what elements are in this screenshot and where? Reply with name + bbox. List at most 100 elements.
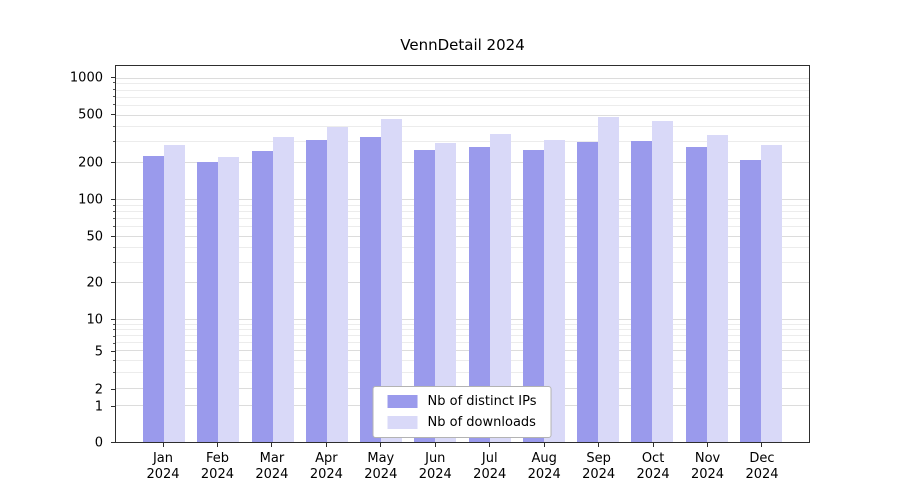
y-tick-mark bbox=[111, 350, 115, 352]
gridline-minor bbox=[116, 261, 809, 263]
gridline-minor bbox=[116, 226, 809, 228]
bar-distinct-ips bbox=[522, 149, 544, 442]
bar-group bbox=[360, 66, 403, 442]
y-tick-mark bbox=[111, 282, 115, 284]
gridline-minor bbox=[116, 247, 809, 249]
x-label-month: Jun bbox=[425, 451, 446, 466]
gridline-minor bbox=[116, 371, 809, 373]
x-label-year: 2024 bbox=[418, 466, 452, 482]
bar-distinct-ips bbox=[577, 142, 599, 442]
gridline-minor bbox=[116, 89, 809, 91]
bar-downloads bbox=[326, 127, 348, 442]
x-label-year: 2024 bbox=[364, 466, 398, 482]
bar-group bbox=[251, 66, 294, 442]
x-label-month: Aug bbox=[531, 451, 557, 466]
gridline-minor bbox=[116, 96, 809, 98]
bar-downloads bbox=[218, 157, 240, 442]
legend-label-distinct-ips: Nb of distinct IPs bbox=[427, 394, 537, 409]
bar-distinct-ips bbox=[197, 162, 219, 442]
x-tick-label: Feb 2024 bbox=[196, 443, 238, 483]
gridline-major bbox=[116, 114, 809, 116]
bar-downloads bbox=[543, 139, 565, 442]
bar-distinct-ips bbox=[468, 146, 490, 442]
bar-downloads bbox=[435, 143, 457, 442]
y-tick-mark-minor bbox=[112, 247, 115, 249]
x-label-year: 2024 bbox=[309, 466, 343, 482]
bar-group bbox=[197, 66, 240, 442]
x-tick-label: May 2024 bbox=[360, 443, 402, 483]
x-label-year: 2024 bbox=[146, 466, 180, 482]
x-tick-mark bbox=[761, 443, 763, 447]
y-tick-label: 50 bbox=[86, 229, 103, 245]
gridline-minor bbox=[116, 323, 809, 325]
bar-group bbox=[414, 66, 457, 442]
x-tick-mark bbox=[434, 443, 436, 447]
y-tick-mark-minor bbox=[112, 88, 115, 90]
x-label-month: Jan bbox=[152, 451, 174, 466]
x-tick-mark bbox=[489, 443, 491, 447]
bar-distinct-ips bbox=[685, 146, 707, 442]
x-label-year: 2024 bbox=[636, 466, 670, 482]
y-tick-mark-minor bbox=[112, 372, 115, 374]
y-tick-mark bbox=[111, 198, 115, 200]
legend-item-distinct-ips: Nb of distinct IPs bbox=[387, 394, 537, 409]
bar-distinct-ips bbox=[360, 137, 382, 442]
x-tick-label: Dec 2024 bbox=[741, 443, 783, 483]
bar-downloads bbox=[272, 137, 294, 442]
y-tick-mark-minor bbox=[112, 104, 115, 106]
y-tick-label: 1000 bbox=[69, 70, 103, 86]
x-label-month: Mar bbox=[259, 451, 285, 466]
x-tick-mark bbox=[271, 443, 273, 447]
x-label-month: Feb bbox=[205, 451, 229, 466]
legend-swatch-downloads bbox=[387, 416, 418, 429]
y-tick-mark-minor bbox=[112, 323, 115, 325]
y-tick-label: 20 bbox=[86, 275, 103, 291]
bar-group bbox=[468, 66, 511, 442]
bar-distinct-ips bbox=[631, 141, 653, 442]
y-tick-label: 100 bbox=[78, 192, 103, 208]
y-tick-mark-minor bbox=[112, 335, 115, 337]
y-tick-mark-minor bbox=[112, 140, 115, 142]
gridline-major bbox=[116, 236, 809, 238]
chart-title: VennDetail 2024 bbox=[400, 36, 525, 54]
x-tick-label: Aug 2024 bbox=[523, 443, 565, 483]
y-tick-label: 2 bbox=[94, 382, 103, 398]
x-tick-mark bbox=[598, 443, 600, 447]
gridline-major bbox=[116, 318, 809, 320]
x-tick-label: Jan 2024 bbox=[142, 443, 184, 483]
bar-distinct-ips bbox=[414, 149, 436, 442]
x-label-month: Apr bbox=[315, 451, 338, 466]
bar-downloads bbox=[381, 119, 403, 442]
bar-downloads bbox=[760, 144, 782, 442]
x-tick-mark bbox=[325, 443, 327, 447]
x-tick-label: Mar 2024 bbox=[251, 443, 293, 483]
y-tick-label: 0 bbox=[94, 435, 103, 451]
y-tick-mark-minor bbox=[112, 218, 115, 220]
plot-area bbox=[115, 65, 810, 443]
gridline-major bbox=[116, 281, 809, 283]
y-tick-mark-minor bbox=[112, 125, 115, 127]
gridline-minor bbox=[116, 211, 809, 213]
x-label-year: 2024 bbox=[255, 466, 289, 482]
x-label-month: May bbox=[367, 451, 395, 466]
bar-downloads bbox=[489, 134, 511, 442]
gridline-minor bbox=[116, 83, 809, 85]
x-label-year: 2024 bbox=[745, 466, 779, 482]
y-tick-label: 5 bbox=[94, 344, 103, 360]
y-tick-label: 1 bbox=[94, 399, 103, 415]
x-tick-label: Jun 2024 bbox=[414, 443, 456, 483]
bar-group bbox=[631, 66, 674, 442]
y-tick-mark-minor bbox=[112, 210, 115, 212]
x-tick-mark bbox=[652, 443, 654, 447]
legend: Nb of distinct IPs Nb of downloads bbox=[372, 386, 552, 438]
x-tick-mark bbox=[543, 443, 545, 447]
gridline-minor bbox=[116, 126, 809, 128]
gridline-major bbox=[116, 350, 809, 352]
y-tick-label: 10 bbox=[86, 312, 103, 328]
x-tick-label: Oct 2024 bbox=[632, 443, 674, 483]
y-tick-mark-minor bbox=[112, 95, 115, 97]
bar-distinct-ips bbox=[143, 156, 164, 442]
bar-group bbox=[305, 66, 348, 442]
x-label-month: Oct bbox=[641, 451, 665, 466]
